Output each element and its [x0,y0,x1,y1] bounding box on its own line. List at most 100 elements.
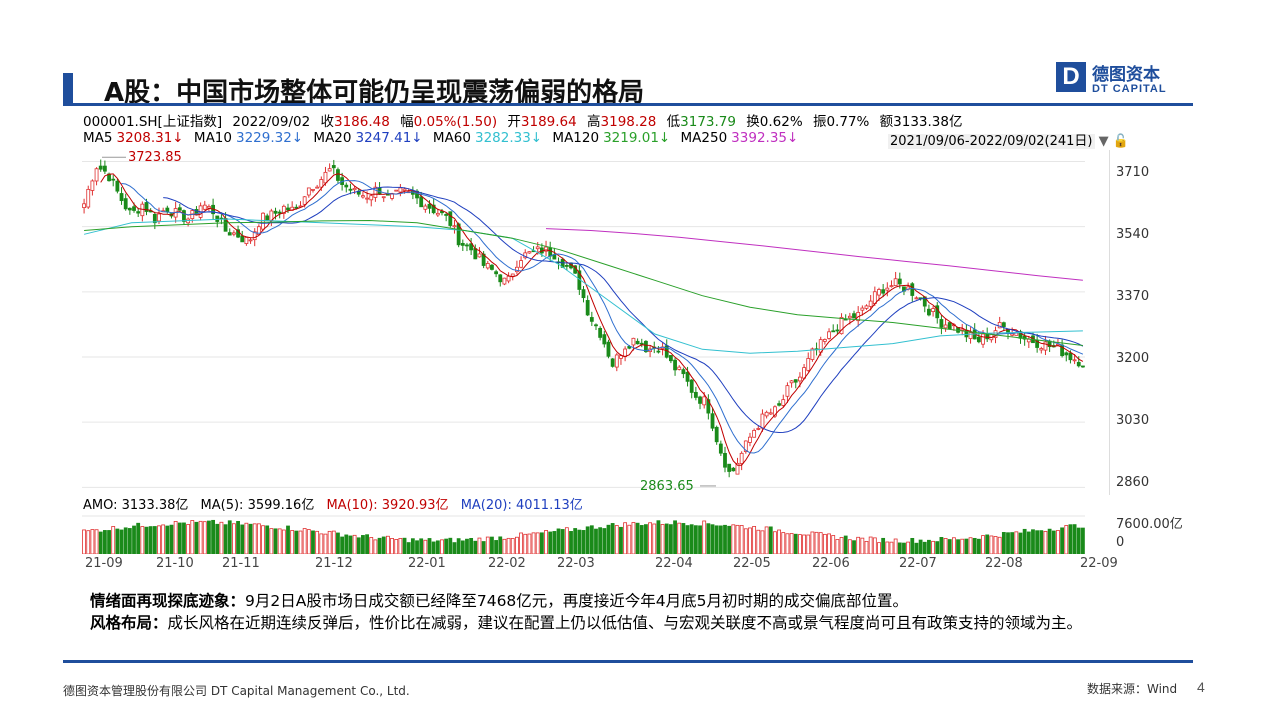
volume-bar [211,519,215,554]
candle-body [431,204,436,214]
volume-bar [515,536,519,554]
chevron-down-icon[interactable]: ▼ [1098,134,1109,149]
volume-bar [261,525,265,554]
volume-bar [1043,530,1048,554]
candle-body [506,275,511,282]
volume-bar [294,530,299,554]
quote-turnover: 换0.62% [746,114,803,130]
volume-bar [1081,527,1085,554]
page-number: 4 [1197,679,1205,695]
candle-body [344,184,349,188]
volume-bar [86,530,91,554]
volume-bar [802,534,806,554]
volume-bar [693,525,698,554]
candle-body [361,195,365,198]
volume-bar [714,525,719,554]
volume-bar [494,540,499,554]
candle-body [868,300,873,307]
candle-body [152,213,157,224]
volume-bar [277,528,282,554]
volume-bar [664,523,669,554]
volume-bar [731,524,736,554]
volume-bar [785,533,790,554]
volume-bar [1039,530,1044,554]
volume-bar [818,532,823,554]
x-tick-label: 22-08 [985,556,1023,571]
volume-bar [152,526,157,554]
candle-body [273,210,278,214]
title-accent-bar [63,73,73,103]
candle-body [244,237,249,244]
volume-bar [107,530,111,554]
volume-bar [306,529,311,554]
volume-bar [94,529,99,554]
volume-bar [806,534,811,554]
volume-bar [273,528,278,554]
volume-bar [256,523,261,554]
candle-body [606,341,611,357]
ma-readout-item: MA120 3219.01↓ [552,130,671,146]
volume-bar [872,537,877,554]
volume-bar [319,533,324,554]
candle-body [997,322,1002,329]
candle-body [498,274,503,283]
candle-body [881,289,886,294]
y-tick-label: 3540 [1116,227,1150,242]
date-range-selector[interactable]: 2021/09/06-2022/09/02(241日) ▼ 🔓 [888,130,1129,149]
x-tick-label: 22-07 [899,556,937,571]
candle-body [127,207,132,211]
candle-body [822,339,827,342]
volume-bar [398,537,403,554]
volume-bar [240,524,245,554]
ma-readout-item: MA20 3247.41↓ [313,130,423,146]
y-tick-label: 2860 [1116,475,1150,490]
volume-bar [918,539,923,554]
volume-readout-item: AMO: 3133.38亿 [83,498,189,513]
candle-body [685,371,690,382]
volume-bar [232,523,236,554]
volume-bar [639,525,644,554]
candle-body [897,278,902,285]
quote-open: 开3189.64 [507,114,577,130]
volume-bar [552,531,557,554]
candle-body [710,413,715,429]
volume-bar [223,524,228,554]
candle-body [477,253,482,258]
volume-bar [893,538,898,554]
volume-bar [327,530,332,554]
volume-bar [856,536,861,554]
commentary-body: 9月2日A股市场日成交额已经降至7468亿元，再度接近今年4月底5月初时期的成交… [245,592,909,610]
volume-bar [440,539,444,554]
volume-bar [544,530,548,554]
candle-body [119,193,124,202]
volume-bar [827,533,831,554]
volume-bar [927,539,931,554]
volume-bar [644,524,648,554]
volume-bar [922,541,927,554]
volume-bar [914,542,919,554]
volume-bar [456,538,461,554]
volume-bar [485,536,490,554]
candle-body [365,197,369,200]
logo-mark-icon: D [1056,62,1086,92]
volume-bar [148,526,153,554]
quote-high: 高3198.28 [587,114,657,130]
candle-body [864,305,869,309]
volume-bar [190,520,195,554]
volume-bar [673,520,677,554]
volume-bar [656,520,661,554]
candle-body [1081,365,1085,368]
volume-bar [660,524,665,554]
candle-body [564,265,569,267]
logo-name-cn: 德图资本 [1092,65,1160,85]
candle-body [261,212,265,230]
x-tick-label: 21-12 [315,556,353,571]
volume-bar [889,541,894,554]
volume-bar [331,530,336,554]
candle-body [702,396,707,406]
volume-bar [910,537,915,554]
lock-icon[interactable]: 🔓 [1112,134,1129,149]
candle-body [943,324,948,329]
y-tick-label: 3030 [1116,413,1150,428]
volume-bar [348,535,353,554]
